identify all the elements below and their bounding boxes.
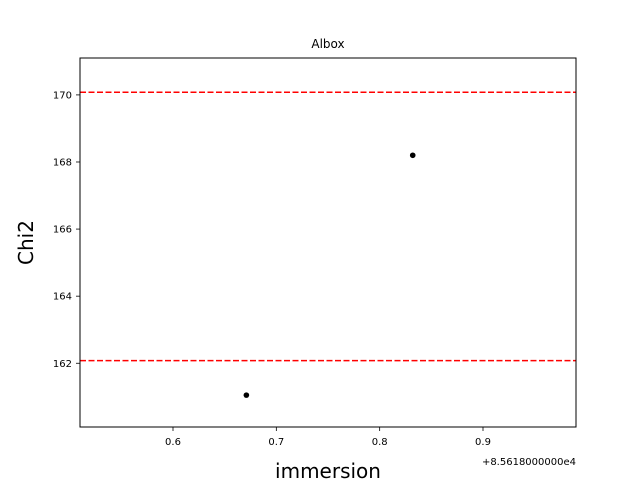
x-tick-label: 0.7 — [268, 437, 284, 448]
x-axis-label: immersion — [275, 459, 381, 480]
x-axis-offset-label: +8.5618000000e4 — [482, 457, 576, 468]
x-axis: 0.6 0.7 0.8 0.9 — [165, 427, 491, 448]
y-tick-label: 170 — [53, 90, 72, 101]
y-tick-label: 162 — [53, 359, 72, 370]
plot-frame — [79, 57, 577, 428]
y-tick-label: 164 — [53, 292, 72, 303]
plot-layer — [80, 91, 576, 398]
chart-title: Albox — [311, 37, 344, 51]
y-tick-label: 166 — [53, 225, 72, 236]
x-tick-label: 0.8 — [372, 437, 388, 448]
y-tick-label: 168 — [53, 157, 72, 168]
x-tick-label: 0.9 — [475, 437, 491, 448]
y-axis: 162 164 166 168 170 — [53, 90, 80, 370]
data-point-1 — [243, 392, 250, 398]
x-tick-label: 0.6 — [165, 437, 181, 448]
y-axis-label: Chi2 — [14, 220, 38, 265]
data-point-2 — [409, 152, 416, 159]
